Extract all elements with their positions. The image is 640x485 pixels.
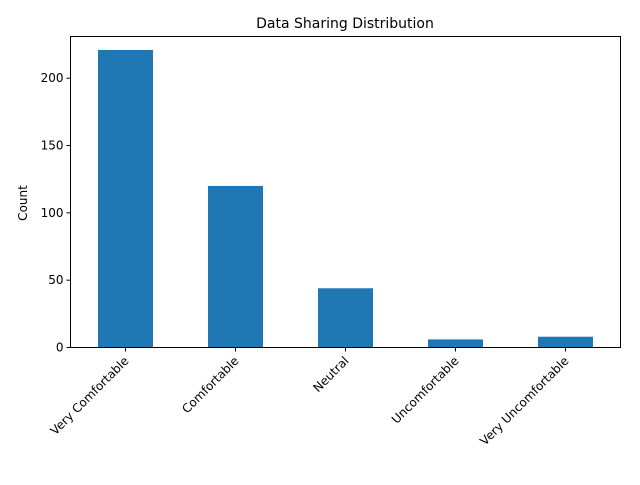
bar xyxy=(318,288,373,348)
bar xyxy=(98,49,153,348)
bar xyxy=(208,185,263,348)
x-tick-label: Comfortable xyxy=(179,354,241,416)
bar xyxy=(428,339,483,348)
y-tick-label: 50 xyxy=(48,273,63,287)
x-tick-label: Very Uncomfortable xyxy=(477,354,571,448)
y-axis: 0 50 100 150 200 xyxy=(41,71,71,355)
y-tick-label: 150 xyxy=(41,139,64,153)
bar xyxy=(538,336,593,348)
bars-layer xyxy=(98,49,593,348)
x-axis: Very Comfortable Comfortable Neutral Uncomf… xyxy=(48,347,572,448)
y-tick-label: 200 xyxy=(41,71,64,85)
y-tick-label: 0 xyxy=(56,341,64,355)
x-tick-label: Neutral xyxy=(310,354,351,395)
y-tick-label: 100 xyxy=(41,206,64,220)
y-axis-label: Count xyxy=(16,185,30,221)
plot-frame xyxy=(70,36,621,348)
chart-title: Data Sharing Distribution xyxy=(256,16,434,32)
x-tick-label: Very Comfortable xyxy=(48,354,132,438)
x-tick-label: Uncomfortable xyxy=(389,354,462,427)
